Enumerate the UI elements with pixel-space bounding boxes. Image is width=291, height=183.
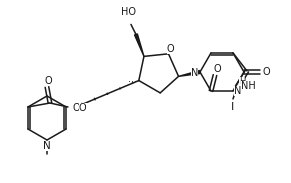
Text: NH: NH <box>241 81 256 91</box>
Text: O: O <box>44 76 52 86</box>
Text: O: O <box>213 64 221 74</box>
Text: O: O <box>167 44 174 54</box>
Polygon shape <box>179 70 200 76</box>
Text: O: O <box>73 103 81 113</box>
Text: ···: ··· <box>128 78 137 87</box>
Text: N: N <box>234 86 241 96</box>
Text: I: I <box>231 102 235 112</box>
Text: O: O <box>262 67 270 77</box>
Text: O: O <box>79 103 86 113</box>
Text: HO: HO <box>121 7 136 17</box>
Polygon shape <box>134 34 144 56</box>
Text: N: N <box>43 141 51 151</box>
Text: N: N <box>191 68 198 78</box>
Text: H: H <box>239 77 245 86</box>
